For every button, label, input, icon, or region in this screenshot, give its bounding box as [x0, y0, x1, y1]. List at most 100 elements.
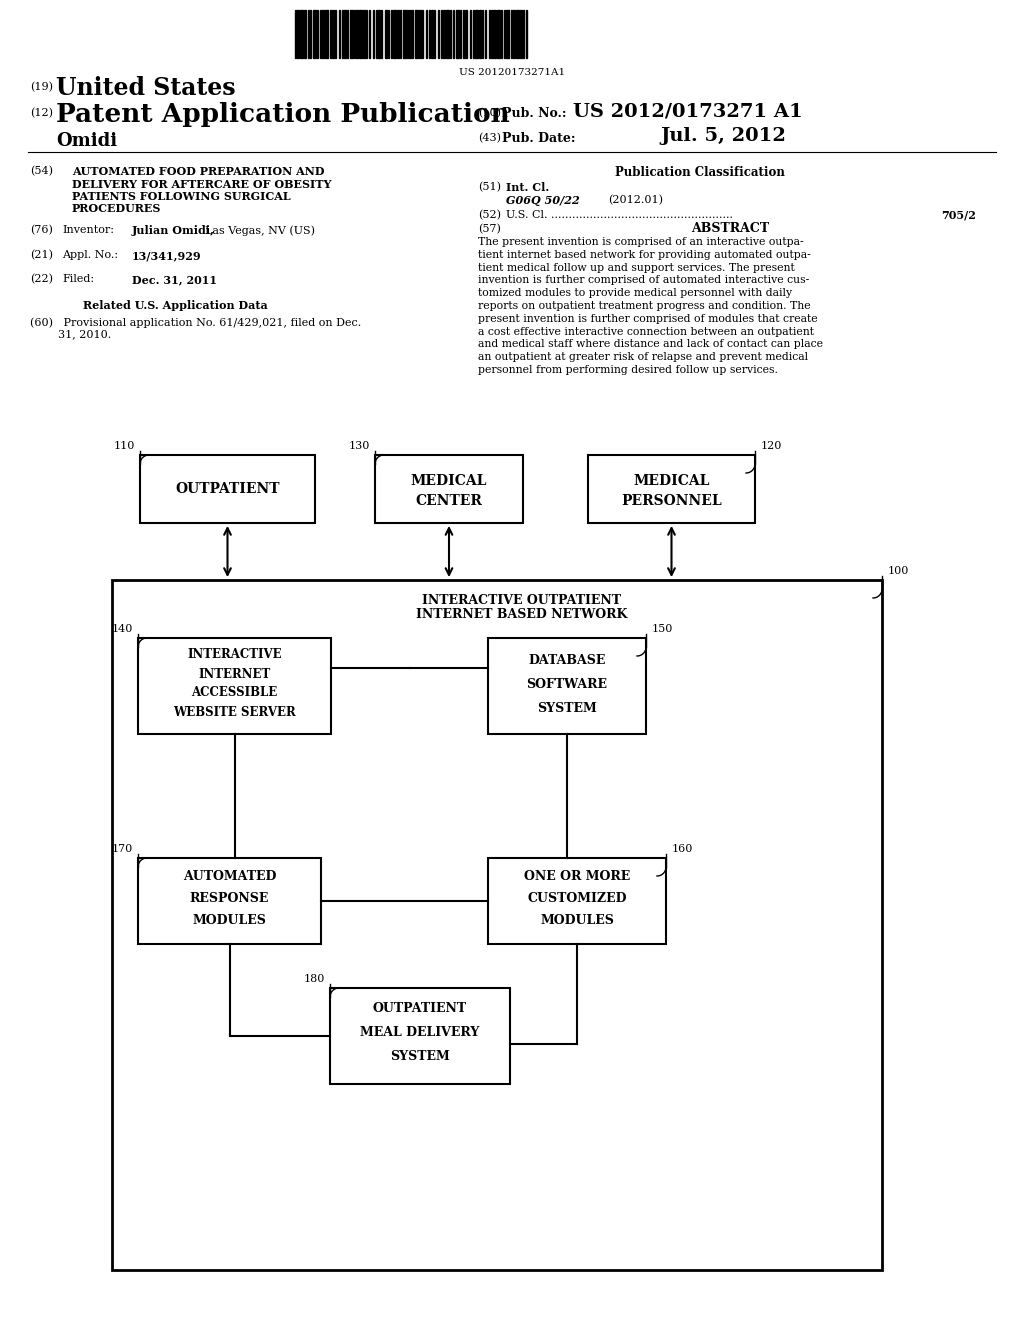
Bar: [513, 11, 515, 58]
Text: tient medical follow up and support services. The present: tient medical follow up and support serv…: [478, 263, 795, 273]
Text: (43): (43): [478, 133, 501, 144]
Text: ABSTRACT: ABSTRACT: [691, 222, 769, 235]
Bar: [475, 11, 478, 58]
Text: 100: 100: [888, 566, 909, 576]
Bar: [419, 11, 421, 58]
Text: 130: 130: [348, 441, 370, 451]
Bar: [350, 11, 353, 58]
Text: US 2012/0173271 A1: US 2012/0173271 A1: [573, 102, 803, 120]
Bar: [385, 11, 387, 58]
Text: SYSTEM: SYSTEM: [538, 701, 597, 714]
Text: DELIVERY FOR AFTERCARE OF OBESITY: DELIVERY FOR AFTERCARE OF OBESITY: [72, 178, 332, 190]
Text: personnel from performing desired follow up services.: personnel from performing desired follow…: [478, 366, 778, 375]
Text: invention is further comprised of automated interactive cus-: invention is further comprised of automa…: [478, 276, 809, 285]
Text: MEDICAL: MEDICAL: [633, 474, 710, 488]
Text: (12): (12): [30, 108, 53, 119]
Text: 160: 160: [672, 843, 693, 854]
Text: PROCEDURES: PROCEDURES: [72, 203, 162, 214]
Text: Int. Cl.: Int. Cl.: [506, 182, 549, 193]
Text: Publication Classification: Publication Classification: [615, 166, 785, 180]
Text: Julian Omidi,: Julian Omidi,: [132, 224, 215, 236]
Text: (52): (52): [478, 210, 501, 220]
Bar: [359, 11, 362, 58]
Text: (51): (51): [478, 182, 501, 193]
Text: (60)   Provisional application No. 61/429,021, filed on Dec.: (60) Provisional application No. 61/429,…: [30, 317, 361, 327]
Text: US 20120173271A1: US 20120173271A1: [459, 69, 565, 77]
Bar: [297, 11, 299, 58]
Bar: [516, 11, 519, 58]
Text: 120: 120: [761, 441, 782, 451]
Text: MEAL DELIVERY: MEAL DELIVERY: [360, 1026, 479, 1039]
Bar: [322, 11, 324, 58]
Bar: [344, 11, 346, 58]
Text: G06Q 50/22: G06Q 50/22: [506, 195, 580, 206]
Text: The present invention is comprised of an interactive outpa-: The present invention is comprised of an…: [478, 238, 804, 247]
Text: 705/2: 705/2: [941, 210, 976, 220]
Text: 140: 140: [112, 624, 133, 634]
Text: a cost effective interactive connection between an outpatient: a cost effective interactive connection …: [478, 326, 814, 337]
Text: (22): (22): [30, 275, 53, 284]
Text: 13/341,929: 13/341,929: [132, 249, 202, 261]
Bar: [378, 11, 380, 58]
Text: INTERACTIVE OUTPATIENT: INTERACTIVE OUTPATIENT: [423, 594, 622, 606]
Text: 150: 150: [652, 624, 674, 634]
Text: AUTOMATED: AUTOMATED: [183, 870, 276, 883]
Bar: [479, 11, 481, 58]
Text: PERSONNEL: PERSONNEL: [622, 494, 722, 508]
Bar: [409, 11, 411, 58]
Bar: [138, 638, 331, 734]
Bar: [443, 11, 445, 58]
Text: (19): (19): [30, 82, 53, 92]
Bar: [431, 11, 433, 58]
Bar: [356, 11, 358, 58]
Bar: [313, 11, 316, 58]
Text: Patent Application Publication: Patent Application Publication: [56, 102, 510, 127]
Text: Pub. No.:: Pub. No.:: [502, 107, 566, 120]
Text: OUTPATIENT: OUTPATIENT: [175, 482, 280, 496]
Text: (76): (76): [30, 224, 53, 235]
Text: tomized modules to provide medical personnel with daily: tomized modules to provide medical perso…: [478, 288, 793, 298]
Text: (54): (54): [30, 166, 53, 177]
Text: United States: United States: [56, 77, 236, 100]
Bar: [497, 11, 500, 58]
Text: an outpatient at greater risk of relapse and prevent medical: an outpatient at greater risk of relapse…: [478, 352, 808, 362]
Text: Inventor:: Inventor:: [62, 224, 114, 235]
Text: 170: 170: [112, 843, 133, 854]
Text: Related U.S. Application Data: Related U.S. Application Data: [83, 300, 267, 312]
Bar: [325, 11, 328, 58]
Bar: [588, 455, 755, 523]
Bar: [490, 11, 493, 58]
Bar: [446, 11, 449, 58]
Text: OUTPATIENT: OUTPATIENT: [373, 1002, 467, 1015]
Text: CENTER: CENTER: [416, 494, 482, 508]
Text: MEDICAL: MEDICAL: [411, 474, 487, 488]
Bar: [403, 11, 406, 58]
Text: INTERACTIVE: INTERACTIVE: [187, 648, 282, 661]
Text: PATIENTS FOLLOWING SURGICAL: PATIENTS FOLLOWING SURGICAL: [72, 191, 291, 202]
Text: 180: 180: [304, 974, 325, 983]
Text: Filed:: Filed:: [62, 275, 94, 284]
Bar: [397, 11, 399, 58]
Bar: [494, 11, 496, 58]
Bar: [488, 638, 646, 734]
Bar: [520, 11, 522, 58]
Text: Pub. Date:: Pub. Date:: [502, 132, 575, 145]
Text: (21): (21): [30, 249, 53, 260]
Text: reports on outpatient treatment progress and condition. The: reports on outpatient treatment progress…: [478, 301, 811, 312]
Bar: [112, 579, 882, 1270]
Text: 31, 2010.: 31, 2010.: [30, 329, 112, 339]
Text: (2012.01): (2012.01): [608, 195, 663, 206]
Text: (10): (10): [478, 108, 501, 119]
Bar: [300, 11, 303, 58]
Bar: [138, 858, 321, 944]
Text: present invention is further comprised of modules that create: present invention is further comprised o…: [478, 314, 817, 323]
Text: INTERNET: INTERNET: [199, 668, 270, 681]
Text: 110: 110: [114, 441, 135, 451]
Text: ONE OR MORE: ONE OR MORE: [524, 870, 630, 883]
Bar: [415, 11, 418, 58]
Text: SOFTWARE: SOFTWARE: [526, 677, 607, 690]
Text: Dec. 31, 2011: Dec. 31, 2011: [132, 275, 217, 285]
Text: WEBSITE SERVER: WEBSITE SERVER: [173, 705, 296, 718]
Text: MODULES: MODULES: [193, 913, 266, 927]
Bar: [488, 858, 666, 944]
